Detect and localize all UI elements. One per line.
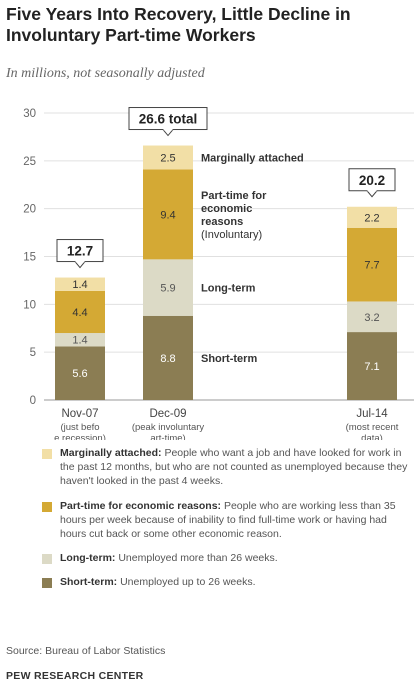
y-tick-label: 30 (23, 108, 36, 120)
x-tick-note: art-time) (150, 433, 185, 440)
bar-segment-parttime (55, 290, 105, 334)
x-tick-label: Nov-07 (61, 408, 98, 420)
legend-item-marginal: Marginally attached: People who want a j… (42, 446, 414, 488)
bar-segment-parttime (347, 227, 397, 302)
legend-desc-parttime: People who are working less than 35 hour… (60, 500, 396, 540)
bar-segment-short (347, 332, 397, 400)
segment-annotation-long: Long-term (201, 283, 256, 295)
x-tick-label: Dec-09 (149, 408, 186, 420)
segment-value-label: 2.5 (160, 152, 175, 164)
segment-value-label: 8.8 (160, 353, 175, 365)
source-note: Source: Bureau of Labor Statistics (6, 645, 166, 657)
segment-value-label: 1.4 (72, 279, 87, 291)
total-label: 12.7 (67, 244, 93, 259)
segment-value-label: 5.6 (72, 368, 87, 380)
legend-desc-marginal: People who want a job and have looked fo… (60, 447, 408, 487)
segment-annotation-parttime: reasons (201, 216, 243, 228)
y-tick-label: 10 (23, 299, 36, 311)
legend-swatch-short (42, 578, 52, 588)
legend-item-short: Short-term: Unemployed up to 26 weeks. (42, 575, 414, 589)
legend-term-long: Long-term: (60, 552, 116, 564)
legend-desc-long: Unemployed more than 26 weeks. (118, 552, 278, 564)
y-tick-label: 20 (23, 204, 36, 216)
total-label: 20.2 (359, 173, 385, 188)
chart-title: Five Years Into Recovery, Little Decline… (6, 4, 351, 45)
segment-annotation-short: Short-term (201, 353, 257, 365)
bar-segment-long (143, 259, 193, 316)
y-tick-label: 25 (23, 156, 36, 168)
bar-segment-short (143, 315, 193, 400)
y-tick-label: 15 (23, 252, 36, 264)
chart-subtitle: In millions, not seasonally adjusted (6, 66, 205, 81)
legend-item-parttime: Part-time for economic reasons: People w… (42, 499, 414, 541)
bar-segment-long (347, 301, 397, 333)
segment-value-label: 3.2 (364, 312, 379, 324)
segment-annotation-marginal: Marginally attached (201, 152, 304, 164)
bar-segment-short (55, 346, 105, 400)
segment-annotation-parttime: economic (201, 203, 252, 215)
segment-value-label: 5.9 (160, 283, 175, 295)
segment-annotation-parttime: Part-time for (201, 190, 267, 202)
legend-swatch-long (42, 554, 52, 564)
stacked-bar-chart: 0 5 10 15 20 25 30 5.6 1.4 4.4 1.4 12.7 Nov-07 8.8 5.9… (23, 107, 414, 440)
x-tick-label: Jul-14 (356, 408, 388, 420)
x-tick-note: e recession) (54, 433, 106, 440)
segment-value-label: 2.2 (364, 212, 379, 224)
legend-item-long: Long-term: Unemployed more than 26 weeks… (42, 551, 414, 565)
legend-desc-short: Unemployed up to 26 weeks. (120, 576, 256, 588)
y-tick-label: 0 (30, 395, 36, 407)
x-tick-note: (most recent (346, 422, 399, 433)
x-tick-note: (just befo (60, 422, 99, 433)
bar-segment-marginal (143, 145, 193, 170)
segment-value-label: 9.4 (160, 209, 175, 221)
total-callout-pointer (366, 190, 378, 198)
segment-value-label: 4.4 (72, 307, 87, 319)
segment-value-label: 7.7 (364, 260, 379, 272)
organization-name: PEW RESEARCH CENTER (6, 670, 144, 682)
segment-value-label: 1.4 (72, 335, 87, 347)
bar-segment-parttime (143, 169, 193, 260)
bar-segment-long (55, 333, 105, 347)
total-callout-pointer (74, 261, 86, 269)
legend-term-marginal: Marginally attached: (60, 447, 162, 459)
legend-term-short: Short-term: (60, 576, 118, 588)
segment-annotation-parttime: (Involuntary) (201, 229, 262, 241)
bar-segment-marginal (347, 206, 397, 228)
legend-swatch-parttime (42, 502, 52, 512)
segment-value-label: 7.1 (364, 361, 379, 373)
x-tick-note: data) (361, 433, 383, 440)
total-label: 26.6 total (139, 112, 198, 127)
legend-swatch-marginal (42, 449, 52, 459)
legend-term-parttime: Part-time for economic reasons: (60, 500, 222, 512)
y-tick-label: 5 (30, 347, 36, 359)
total-callout-pointer (162, 129, 174, 137)
bar-segment-marginal (55, 277, 105, 291)
x-tick-note: (peak involuntary (132, 422, 205, 433)
